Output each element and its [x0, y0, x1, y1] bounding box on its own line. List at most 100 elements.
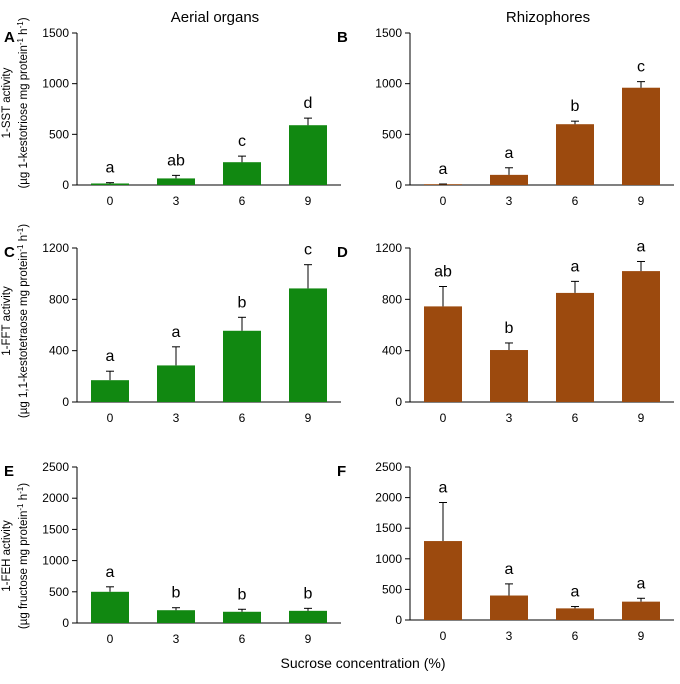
panel-letter: A — [4, 29, 15, 46]
bar-0 — [424, 306, 462, 402]
bar-0 — [91, 183, 129, 185]
x-tick-label: 9 — [638, 629, 645, 643]
bar-9 — [289, 610, 327, 623]
ylabel-row-3-line2: (µg fructose mg protein-1 h-1) — [16, 483, 30, 629]
panel-letter: B — [337, 29, 348, 46]
y-tick-label: 1000 — [42, 77, 69, 91]
significance-letter: ab — [167, 152, 185, 169]
x-tick-label: 3 — [173, 194, 180, 208]
bar-0 — [91, 591, 129, 623]
x-tick-label: 6 — [239, 411, 246, 425]
y-tick-label: 1500 — [375, 26, 402, 40]
significance-letter: b — [238, 586, 247, 603]
y-tick-label: 500 — [49, 127, 69, 141]
panel-c: C 0 400 800 1200 a 0 a 3 b 6 c 9 — [4, 241, 341, 425]
y-tick-label: 1000 — [42, 554, 69, 568]
significance-letter: ab — [434, 264, 452, 281]
significance-letter: a — [172, 324, 181, 341]
significance-letter: a — [637, 238, 646, 255]
y-tick-label: 1500 — [375, 521, 402, 535]
bar-9 — [622, 601, 660, 620]
bar-3 — [490, 350, 528, 402]
y-tick-label: 1500 — [42, 522, 69, 536]
significance-letter: a — [106, 160, 115, 177]
ylabel-row-1: 1-SST activity (µg 1-kestotriose mg prot… — [1, 17, 30, 188]
bar-6 — [556, 608, 594, 620]
ylabel-row-3-line1: 1-FEH activity — [1, 520, 13, 592]
bar-6 — [556, 124, 594, 185]
significance-letter: a — [439, 161, 448, 178]
bar-3 — [157, 365, 195, 402]
significance-letter: c — [238, 133, 246, 150]
x-tick-label: 0 — [440, 411, 447, 425]
bar-0 — [91, 380, 129, 402]
xlabel: Sucrose concentration (%) — [281, 655, 446, 671]
x-tick-label: 6 — [239, 632, 246, 646]
significance-letter: a — [637, 575, 646, 592]
y-tick-label: 0 — [395, 395, 402, 409]
bar-3 — [157, 610, 195, 623]
y-tick-label: 400 — [382, 344, 402, 358]
column-title-rhizophores: Rhizophores — [506, 9, 590, 26]
panel-b: B 0 500 1000 1500 a 0 a 3 b 6 c 9 — [337, 26, 674, 208]
y-tick-label: 1500 — [42, 26, 69, 40]
y-tick-label: 2500 — [42, 460, 69, 474]
bar-0 — [424, 184, 462, 185]
y-tick-label: 500 — [382, 582, 402, 596]
column-title-aerial: Aerial organs — [171, 9, 259, 26]
ylabel-row-2-line2: (µg 1,1-kestotetraose mg protein-1 h-1) — [16, 224, 30, 418]
x-tick-label: 9 — [305, 411, 312, 425]
bar-9 — [289, 125, 327, 185]
x-tick-label: 0 — [440, 194, 447, 208]
significance-letter: d — [304, 95, 313, 112]
bar-6 — [223, 611, 261, 623]
significance-letter: a — [106, 348, 115, 365]
y-tick-label: 0 — [62, 616, 69, 630]
significance-letter: b — [304, 585, 313, 602]
y-tick-label: 400 — [49, 344, 69, 358]
significance-letter: b — [238, 294, 247, 311]
y-tick-label: 1200 — [375, 241, 402, 255]
significance-letter: b — [172, 585, 181, 602]
y-tick-label: 800 — [382, 292, 402, 306]
y-tick-label: 0 — [395, 613, 402, 627]
y-tick-label: 1000 — [375, 77, 402, 91]
x-tick-label: 6 — [572, 194, 579, 208]
x-tick-label: 6 — [239, 194, 246, 208]
x-tick-label: 9 — [305, 194, 312, 208]
x-tick-label: 6 — [572, 629, 579, 643]
significance-letter: c — [637, 59, 645, 76]
significance-letter: a — [571, 584, 580, 601]
y-tick-label: 2000 — [42, 491, 69, 505]
x-tick-label: 3 — [506, 629, 513, 643]
bar-6 — [223, 330, 261, 402]
bar-9 — [622, 271, 660, 402]
bar-9 — [622, 87, 660, 185]
significance-letter: a — [106, 564, 115, 581]
bar-9 — [289, 288, 327, 402]
bar-0 — [424, 541, 462, 620]
panel-d: D 0 400 800 1200 ab 0 b 3 a 6 a 9 — [337, 238, 674, 425]
bar-6 — [223, 162, 261, 185]
panel-e: E 0 500 1000 1500 2000 2500 a 0 b 3 b 6 b 9 — [4, 460, 341, 646]
bar-3 — [157, 178, 195, 185]
y-tick-label: 800 — [49, 292, 69, 306]
significance-letter: c — [304, 242, 312, 259]
x-tick-label: 0 — [107, 194, 114, 208]
panel-letter: D — [337, 244, 348, 261]
bar-3 — [490, 174, 528, 185]
ylabel-row-1-line1: 1-SST activity — [1, 67, 13, 138]
x-tick-label: 3 — [173, 632, 180, 646]
significance-letter: a — [571, 258, 580, 275]
x-tick-label: 6 — [572, 411, 579, 425]
y-tick-label: 0 — [395, 178, 402, 192]
y-tick-label: 0 — [62, 178, 69, 192]
x-tick-label: 3 — [506, 411, 513, 425]
panel-letter: E — [4, 463, 14, 480]
y-tick-label: 0 — [62, 395, 69, 409]
ylabel-row-3: 1-FEH activity (µg fructose mg protein-1… — [1, 483, 30, 629]
panel-a: A 0 500 1000 1500 a 0 ab 3 c 6 d 9 — [4, 26, 341, 208]
x-tick-label: 3 — [506, 194, 513, 208]
x-tick-label: 3 — [173, 411, 180, 425]
